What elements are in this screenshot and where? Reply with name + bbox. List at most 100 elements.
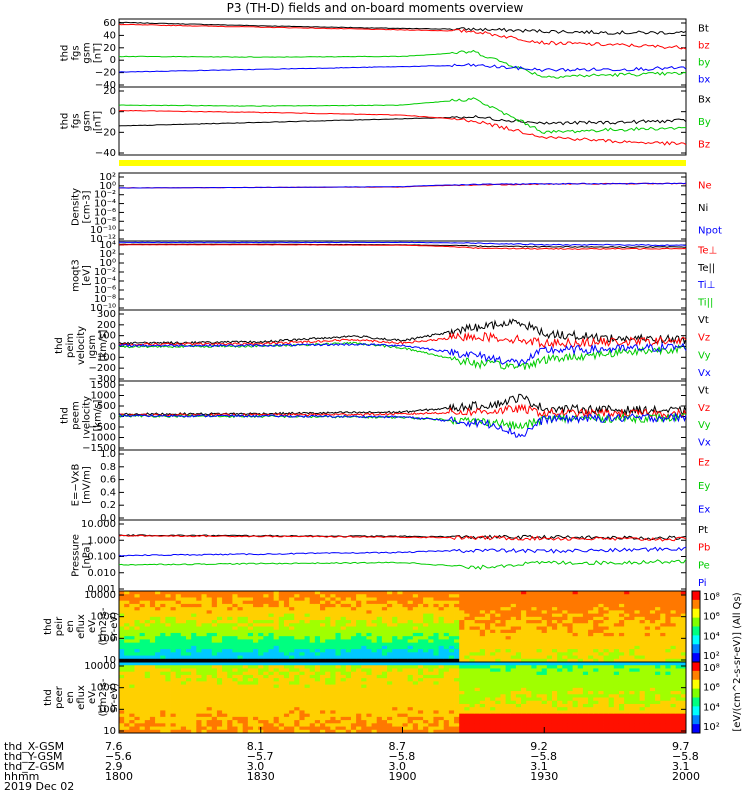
y-axis-label: eV (87, 691, 98, 704)
legend-Ti⊥: Ti⊥ (697, 280, 715, 291)
y-tick-label: 500 (97, 401, 116, 412)
y-tick-label: 1500 (91, 380, 116, 391)
legend-Te⊥: Te⊥ (697, 246, 717, 257)
x-axis-value: 1800 (105, 770, 133, 783)
legend-Ti||: Ti|| (697, 297, 713, 308)
y-tick-label: 1.0 (100, 449, 116, 460)
y-axis-label: Density (71, 188, 82, 226)
legend-Pt: Pt (698, 525, 708, 536)
panel-frame-efield (118, 449, 687, 521)
y-axis-label: [nT] (93, 43, 104, 63)
x-axis-row-label: thd_Z-GSM (4, 760, 65, 773)
y-tick-label: 10² (99, 172, 116, 183)
x-axis-value: 7.6 (105, 740, 123, 753)
legend-Vz: Vz (698, 403, 710, 414)
y-tick-label: −20 (95, 127, 116, 138)
colorbar-tick-label: 10⁴ (703, 702, 720, 713)
colorbar-tick-label: 10² (703, 651, 720, 662)
colorbar-tick-label: 10⁶ (703, 683, 720, 694)
y-tick-label: 300 (97, 309, 116, 320)
legend-Bx: Bx (698, 94, 711, 105)
y-tick-label: 10⁻¹² (90, 234, 116, 245)
y-tick-label: 10⁻¹⁰ (90, 225, 116, 236)
legend-Vy: Vy (698, 350, 711, 361)
y-tick-label: 10⁻⁴ (94, 199, 116, 210)
y-axis-label: sr-eV) (109, 612, 120, 641)
series-Te⊥ (118, 244, 687, 250)
y-tick-label: 10⁰ (99, 258, 116, 269)
series-Bt (118, 21, 687, 35)
legend-Te||: Te|| (697, 263, 715, 274)
y-tick-label: 1000 (91, 683, 116, 694)
y-axis-label: eflux (76, 685, 87, 710)
x-axis-value: 3.0 (388, 760, 407, 773)
legend-Vt: Vt (698, 386, 709, 397)
y-tick-label: 0.001 (87, 584, 116, 595)
y-tick-label: 0.6 (100, 475, 116, 486)
legend-By: By (698, 117, 711, 128)
y-tick-label: −500 (89, 422, 116, 433)
x-axis-value: −5.6 (105, 750, 132, 763)
y-tick-label: 0.010 (87, 568, 116, 579)
y-tick-label: 100 (97, 633, 116, 644)
y-tick-label: 10.000 (81, 519, 116, 530)
legend-Pb: Pb (698, 543, 710, 554)
legend-Ne: Ne (698, 180, 712, 191)
series-Bz (118, 109, 687, 146)
series-Vx (118, 341, 687, 368)
y-axis-label: thd (60, 113, 71, 130)
y-tick-label: −100 (89, 352, 116, 363)
colorbar-tick-label: 10⁴ (703, 631, 720, 642)
y-axis-label: peim (65, 333, 76, 358)
series-Vz (118, 331, 687, 349)
y-tick-label: 10⁻⁶ (94, 285, 116, 296)
date-label: 2019 Dec 02 (4, 780, 75, 793)
y-axis-label: peem (71, 401, 82, 429)
legend-Vz: Vz (698, 333, 710, 344)
y-tick-label: −200 (89, 363, 116, 374)
y-axis-label: thd (60, 45, 71, 62)
y-tick-label: 10⁻⁶ (94, 207, 116, 218)
series-Ti⊥ (119, 241, 687, 247)
panel-frame-fgs-gsm-2 (118, 86, 687, 156)
y-tick-label: 0 (110, 55, 116, 66)
y-axis-label: [mV/m] (82, 466, 93, 504)
legend-by: by (698, 58, 710, 69)
y-tick-label: 0.0 (100, 513, 116, 524)
panel-frame-temperature (118, 240, 687, 311)
y-tick-label: 0.8 (100, 462, 116, 473)
x-axis-value: 3.0 (246, 760, 265, 773)
x-axis-value: −5.8 (672, 750, 699, 763)
x-axis-value: 2.9 (105, 760, 123, 773)
y-axis-label: thd (43, 618, 54, 635)
y-axis-label: fgs (71, 45, 82, 60)
series-by (118, 49, 687, 79)
series-Bx (118, 114, 687, 127)
legend-Bt: Bt (698, 24, 709, 35)
series-bx (118, 63, 687, 73)
y-axis-label: peir (54, 616, 65, 636)
y-axis-label: en (65, 691, 76, 704)
legend-Ey: Ey (698, 481, 710, 492)
x-axis-value: −5.8 (530, 750, 557, 763)
panel-frame-pressure (118, 519, 687, 592)
series-Npot (119, 182, 687, 189)
colorbar-tick-label: 10⁶ (703, 612, 720, 623)
y-axis-label: Pressure (71, 534, 82, 577)
x-axis-value: 3.1 (530, 760, 548, 773)
y-tick-label: 10000 (84, 590, 116, 601)
x-axis-value: 9.2 (530, 740, 548, 753)
series-Vy (118, 341, 687, 370)
legend-Pi: Pi (698, 578, 707, 589)
y-axis-label: fgs (71, 113, 82, 128)
y-tick-label: 10 (103, 655, 116, 666)
y-axis-label: eV (87, 620, 98, 633)
y-tick-label: 0 (110, 342, 116, 353)
y-tick-label: 0 (110, 107, 116, 118)
x-axis-value: −5.8 (388, 750, 416, 763)
y-axis-label: velocity (76, 326, 87, 365)
y-tick-label: 0 (110, 412, 116, 423)
y-axis-label: en (65, 620, 76, 633)
y-tick-label: 10⁻⁸ (94, 216, 116, 227)
y-axis-label: [km/s] (93, 399, 104, 431)
